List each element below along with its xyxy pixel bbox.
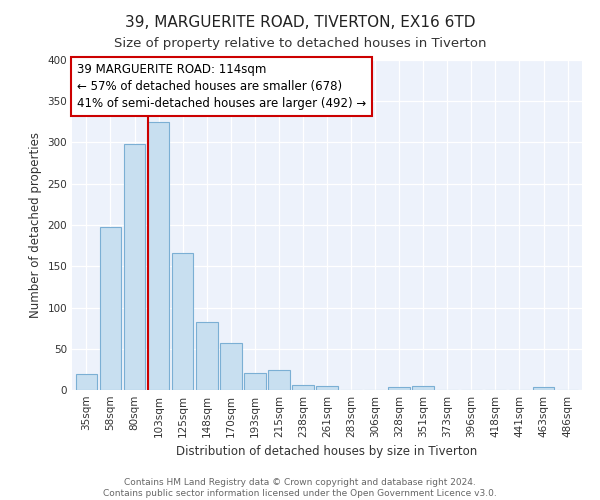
Bar [292, 385, 314, 390]
Y-axis label: Number of detached properties: Number of detached properties [29, 132, 42, 318]
Text: Size of property relative to detached houses in Tiverton: Size of property relative to detached ho… [114, 38, 486, 51]
Bar [172, 253, 193, 390]
Bar [244, 372, 266, 390]
Bar [148, 122, 169, 390]
Text: 39, MARGUERITE ROAD, TIVERTON, EX16 6TD: 39, MARGUERITE ROAD, TIVERTON, EX16 6TD [125, 15, 475, 30]
Bar [124, 144, 145, 390]
Text: Contains HM Land Registry data © Crown copyright and database right 2024.
Contai: Contains HM Land Registry data © Crown c… [103, 478, 497, 498]
Bar [316, 386, 338, 390]
Bar [196, 322, 218, 390]
Bar [268, 370, 290, 390]
Bar [412, 386, 434, 390]
Bar [76, 374, 97, 390]
Text: 39 MARGUERITE ROAD: 114sqm
← 57% of detached houses are smaller (678)
41% of sem: 39 MARGUERITE ROAD: 114sqm ← 57% of deta… [77, 64, 367, 110]
Bar [220, 343, 242, 390]
Bar [100, 228, 121, 390]
X-axis label: Distribution of detached houses by size in Tiverton: Distribution of detached houses by size … [176, 446, 478, 458]
Bar [533, 386, 554, 390]
Bar [388, 386, 410, 390]
